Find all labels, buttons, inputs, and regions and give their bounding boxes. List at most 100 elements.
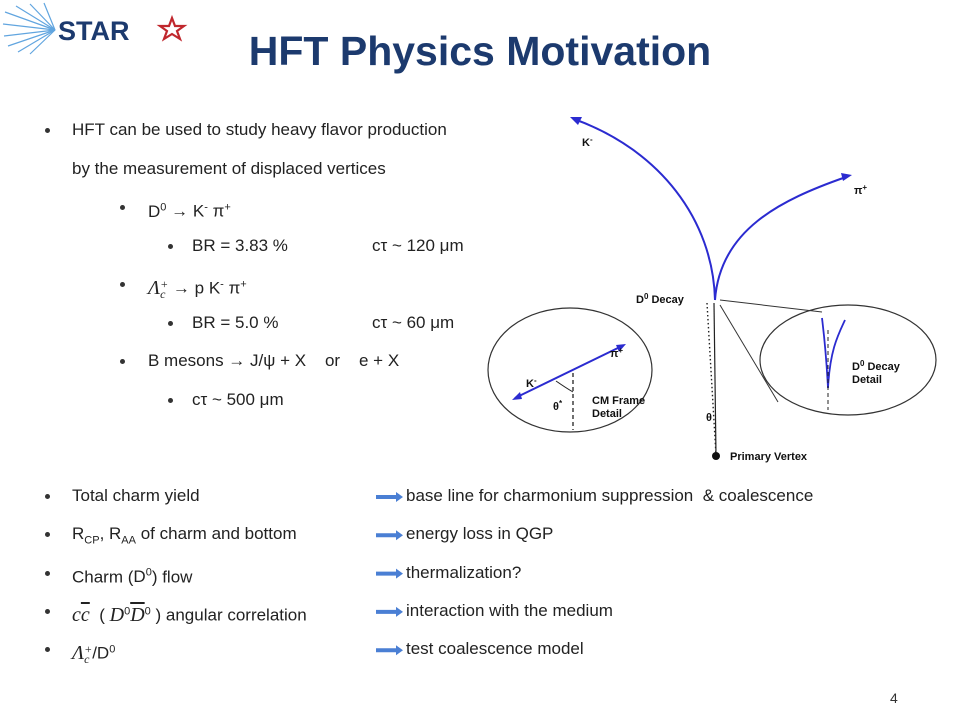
- superscript: 0: [160, 201, 167, 213]
- effect-text: thermalization?: [406, 562, 522, 582]
- text: π: [223, 278, 241, 298]
- diagram-label: Primary Vertex: [730, 451, 808, 463]
- diagram-label: D0 Decay: [852, 359, 901, 374]
- bullet: [45, 494, 50, 499]
- diagram-label: π+: [610, 346, 623, 361]
- arrow: [376, 530, 403, 541]
- cm-ellipse: [487, 307, 653, 433]
- decay-diagram: [487, 117, 937, 460]
- diagram-label: K-: [582, 135, 593, 150]
- formula: Λ + c: [148, 277, 169, 301]
- superscript: -: [590, 135, 593, 144]
- ray: [43, 2, 56, 31]
- subscript: AA: [121, 534, 136, 547]
- text-line: BR = 3.83 %: [192, 234, 288, 258]
- text-line: RCP, RAA of charm and bottom: [72, 522, 297, 552]
- text: cτ ~ 120 μm: [372, 235, 464, 255]
- zoom-line: [719, 299, 823, 313]
- text: (: [89, 605, 110, 625]
- flight-line: [713, 302, 717, 456]
- text: θ: [553, 401, 559, 413]
- diagram-label: D0 Decay: [636, 292, 685, 307]
- text: ) flow: [151, 567, 193, 587]
- base: R: [109, 524, 122, 544]
- formula: 0: [109, 643, 116, 663]
- arrow: [376, 492, 403, 502]
- diagram-label: K-: [526, 376, 537, 391]
- text: cτ ~ 60 μm: [372, 312, 455, 332]
- text: ,: [99, 524, 110, 544]
- text-line: cτ ~ 60 μm: [372, 311, 454, 335]
- logo-text: STAR: [58, 16, 130, 46]
- detail-track: [827, 319, 846, 389]
- text: BR = 5.0 %: [192, 312, 279, 332]
- zoom-line: [719, 304, 779, 403]
- math-symbol: D: [109, 603, 125, 626]
- superscript: 0: [109, 643, 116, 656]
- ray: [2, 23, 56, 31]
- text-line: BR = 5.0 %: [192, 311, 278, 335]
- diagram-label: θ*: [553, 399, 563, 414]
- text-line: cc ( D0D0 ) angular correlation: [72, 599, 307, 628]
- bullet: [45, 128, 50, 133]
- dotted-line: [706, 302, 717, 456]
- diagram-label: Detail: [852, 374, 882, 386]
- superscript: 0: [860, 359, 865, 368]
- text-line: Λ + c/D0: [72, 637, 115, 666]
- bullet: [120, 282, 125, 287]
- superscript: +: [160, 277, 169, 292]
- subscript: c: [84, 652, 90, 667]
- formula: +: [240, 278, 246, 298]
- arrow-head: [512, 392, 522, 400]
- superscript: 0: [124, 604, 131, 617]
- formula: -: [220, 278, 224, 298]
- superscript: 0: [144, 604, 151, 617]
- kaon-track: [573, 118, 716, 301]
- cm-angle: [555, 380, 574, 393]
- text-line: B mesons → J/ψ + X or e + X: [148, 349, 399, 373]
- diagram-label: π+: [854, 183, 867, 198]
- arrow: [376, 606, 403, 617]
- text: π: [610, 348, 619, 360]
- superscript: +: [862, 183, 867, 192]
- math-symbol: Λ: [72, 641, 85, 664]
- effect-text: interaction with the medium: [406, 600, 613, 620]
- subscript: CP: [84, 534, 100, 547]
- arrow: [376, 645, 403, 656]
- superscript: -: [534, 376, 537, 385]
- base: R: [72, 524, 85, 544]
- text: Total charm yield: [72, 486, 200, 505]
- text: ) angular correlation: [150, 605, 307, 625]
- superscript: +: [84, 642, 93, 657]
- slide-title: HFT Physics Motivation: [248, 28, 712, 74]
- ray: [4, 11, 56, 31]
- text: B mesons → J/ψ + X or e + X: [148, 351, 400, 370]
- text: θ: [706, 412, 712, 424]
- text: by the measurement of displaced vertices: [72, 158, 386, 178]
- script-stack: + c: [84, 642, 93, 667]
- text: of charm and bottom: [135, 524, 297, 544]
- text: Detail: [592, 408, 622, 420]
- text: π: [854, 185, 863, 197]
- text: BR = 3.83 %: [192, 235, 288, 255]
- superscript: -: [204, 201, 208, 213]
- text-line: Λ + c → p K- π+: [148, 272, 247, 301]
- text-line: Charm (D0) flow: [72, 561, 192, 590]
- text: /D: [92, 643, 110, 663]
- bullet: [168, 397, 173, 403]
- arrow-head: [841, 173, 852, 181]
- logo-rays: [2, 2, 56, 55]
- overline-symbol: D: [130, 603, 145, 626]
- effect-text: base line for charmonium suppression & c…: [406, 486, 814, 505]
- text-line: Total charm yield: [72, 484, 200, 508]
- text: Primary Vertex: [730, 451, 808, 463]
- ray: [17, 29, 56, 53]
- text: D: [636, 294, 644, 306]
- formula: -: [204, 201, 208, 221]
- formula: Λ + c: [72, 641, 93, 667]
- page-number: 4: [890, 690, 898, 706]
- text: D: [852, 361, 860, 373]
- formula: RCP: [72, 524, 100, 546]
- formula: +: [224, 201, 230, 221]
